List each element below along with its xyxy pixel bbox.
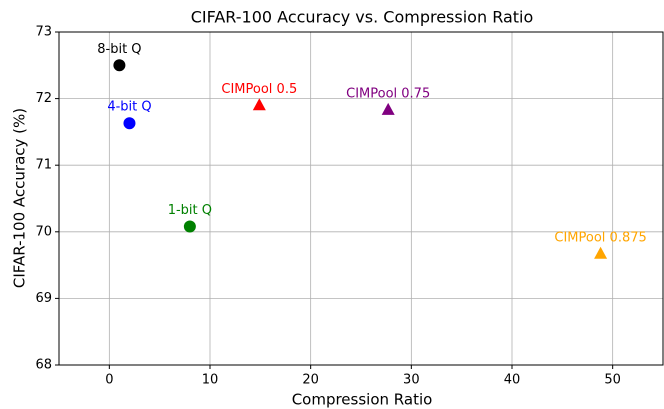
point-label: CIMPool 0.875 xyxy=(554,230,646,245)
point xyxy=(252,98,266,111)
x-tick-label: 10 xyxy=(202,373,219,388)
point-label: 4-bit Q xyxy=(107,100,151,115)
x-tick-label: 20 xyxy=(302,373,319,388)
y-tick-label: 71 xyxy=(35,158,52,173)
point-label: 1-bit Q xyxy=(168,203,212,218)
y-tick-label: 68 xyxy=(35,358,52,373)
y-tick-label: 70 xyxy=(35,224,52,239)
point xyxy=(381,102,395,115)
x-tick-label: 0 xyxy=(105,373,113,388)
y-tick-label: 73 xyxy=(35,25,52,40)
x-tick-label: 50 xyxy=(604,373,621,388)
y-axis-label: CIFAR-100 Accuracy (%) xyxy=(11,108,29,288)
chart-title: CIFAR-100 Accuracy vs. Compression Ratio xyxy=(191,8,534,27)
plot-frame xyxy=(58,31,664,366)
x-tick-label: 40 xyxy=(504,373,521,388)
point xyxy=(113,59,126,72)
y-tick-label: 72 xyxy=(35,91,52,106)
point xyxy=(594,246,608,259)
point xyxy=(123,117,136,130)
point-label: 8-bit Q xyxy=(97,42,141,57)
x-axis-label: Compression Ratio xyxy=(292,391,433,409)
x-tick-label: 30 xyxy=(403,373,420,388)
point-label: CIMPool 0.5 xyxy=(221,82,297,97)
y-tick-label: 69 xyxy=(35,291,52,306)
point-label: CIMPool 0.75 xyxy=(346,86,430,101)
point xyxy=(183,220,196,233)
